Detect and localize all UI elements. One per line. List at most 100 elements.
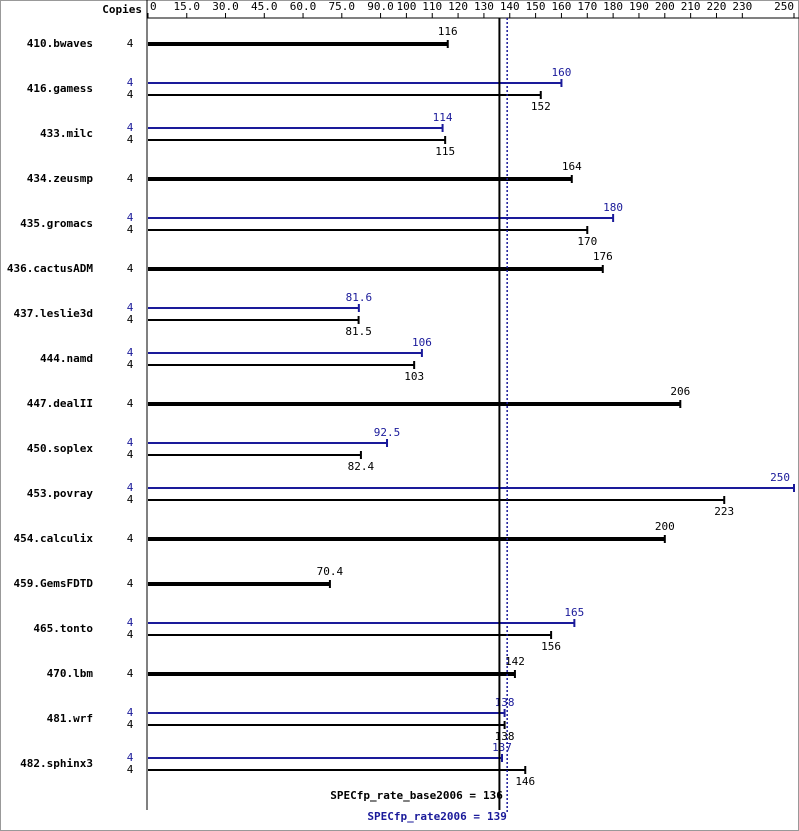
bar: [148, 319, 359, 321]
copies-label: 4: [127, 577, 134, 590]
copies-label: 4: [127, 706, 134, 719]
category-label: 410.bwaves: [27, 37, 93, 50]
bar: [148, 217, 614, 219]
x-tick-label: 15.0: [174, 0, 201, 13]
category-label: 454.calculix: [14, 532, 94, 545]
bar: [148, 499, 725, 501]
category-label: 435.gromacs: [20, 217, 93, 230]
copies-label: 4: [127, 718, 134, 731]
copies-label: 4: [127, 301, 134, 314]
value-label: 70.4: [317, 565, 344, 578]
copies-label: 4: [127, 358, 134, 371]
bar: [148, 127, 443, 129]
copies-label: 4: [127, 616, 134, 629]
bar: [148, 487, 794, 489]
copies-label: 4: [127, 76, 134, 89]
value-label: 164: [562, 160, 582, 173]
copies-label: 4: [127, 628, 134, 641]
bar: [148, 672, 515, 676]
value-label: 152: [531, 100, 551, 113]
copies-label: 4: [127, 37, 134, 50]
bar: [148, 634, 552, 636]
bar: [148, 622, 575, 624]
x-tick-label: 250: [774, 0, 794, 13]
copies-label: 4: [127, 448, 134, 461]
value-label: 223: [714, 505, 734, 518]
x-tick-label: 150: [526, 0, 546, 13]
copies-label: 4: [127, 211, 134, 224]
value-label: 146: [515, 775, 535, 788]
category-label: 482.sphinx3: [20, 757, 93, 770]
bar: [148, 724, 505, 726]
x-tick-label: 210: [681, 0, 701, 13]
category-label: 447.dealII: [27, 397, 93, 410]
category-label: 416.gamess: [27, 82, 93, 95]
copies-label: 4: [127, 172, 134, 185]
value-label: 115: [435, 145, 455, 158]
x-tick-label: 170: [577, 0, 597, 13]
bar: [148, 712, 505, 714]
x-tick-label: 75.0: [329, 0, 356, 13]
x-tick-label: 200: [655, 0, 675, 13]
category-label: 465.tonto: [33, 622, 93, 635]
copies-label: 4: [127, 493, 134, 506]
value-label: 81.5: [345, 325, 372, 338]
copies-label: 4: [127, 532, 134, 545]
reference-label: SPECfp_rate2006 =: [367, 810, 480, 823]
copies-label: 4: [127, 313, 134, 326]
bar: [148, 42, 448, 46]
category-label: 433.milc: [40, 127, 93, 140]
x-tick-label: 160: [552, 0, 572, 13]
bar: [148, 582, 330, 586]
x-tick-label: 110: [422, 0, 442, 13]
bar: [148, 82, 562, 84]
category-label: 434.zeusmp: [27, 172, 94, 185]
x-tick-label: 100: [396, 0, 416, 13]
x-tick-label: 130: [474, 0, 494, 13]
bar: [148, 537, 665, 541]
value-label: 160: [552, 66, 572, 79]
x-tick-label: 45.0: [251, 0, 278, 13]
category-label: 444.namd: [40, 352, 93, 365]
copies-label: 4: [127, 133, 134, 146]
value-label: 165: [564, 606, 584, 619]
x-tick-label: 90.0: [367, 0, 394, 13]
reference-value: 136: [483, 789, 503, 802]
copies-label: 4: [127, 751, 134, 764]
copies-label: 4: [127, 262, 134, 275]
category-label: 481.wrf: [47, 712, 93, 725]
bar: [148, 229, 588, 231]
category-label: 470.lbm: [47, 667, 94, 680]
value-label: 82.4: [348, 460, 375, 473]
x-tick-label: 180: [603, 0, 623, 13]
value-label: 180: [603, 201, 623, 214]
copies-label: 4: [127, 88, 134, 101]
bar: [148, 177, 572, 181]
reference-label: SPECfp_rate_base2006 =: [330, 789, 476, 802]
category-label: 459.GemsFDTD: [14, 577, 94, 590]
bar: [148, 757, 503, 759]
category-label: 450.soplex: [27, 442, 94, 455]
value-label: 138: [495, 696, 515, 709]
bar: [148, 454, 361, 456]
copies-label: 4: [127, 223, 134, 236]
value-label: 170: [577, 235, 597, 248]
bar: [148, 139, 446, 141]
copies-header: Copies: [102, 3, 142, 16]
bar: [148, 267, 603, 271]
copies-label: 4: [127, 121, 134, 134]
value-label: 250: [770, 471, 790, 484]
bar: [148, 769, 526, 771]
x-tick-label: 190: [629, 0, 649, 13]
bar: [148, 402, 681, 406]
bar: [148, 307, 359, 309]
value-label: 81.6: [346, 291, 373, 304]
bar: [148, 94, 541, 96]
bar: [148, 352, 422, 354]
x-tick-label: 30.0: [212, 0, 239, 13]
copies-label: 4: [127, 481, 134, 494]
value-label: 103: [404, 370, 424, 383]
value-label: 206: [670, 385, 690, 398]
copies-label: 4: [127, 346, 134, 359]
